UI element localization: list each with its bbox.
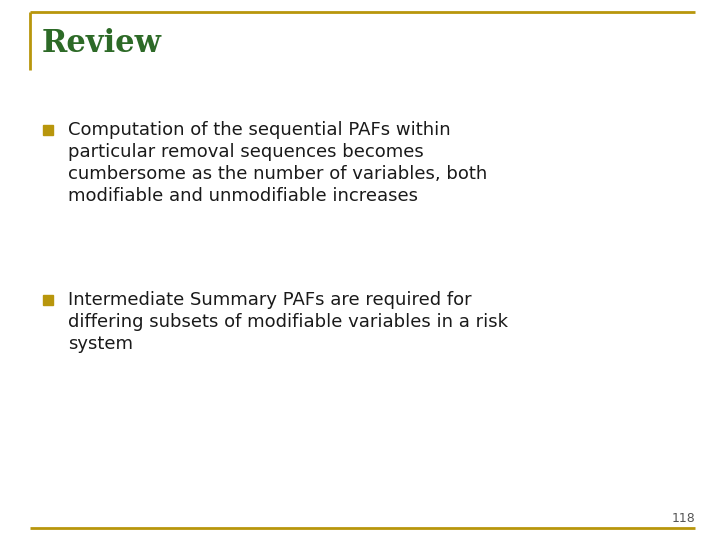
- Bar: [43, 125, 53, 135]
- Text: cumbersome as the number of variables, both: cumbersome as the number of variables, b…: [68, 165, 487, 183]
- Text: Intermediate Summary PAFs are required for: Intermediate Summary PAFs are required f…: [68, 291, 472, 309]
- Text: particular removal sequences becomes: particular removal sequences becomes: [68, 143, 424, 161]
- Text: 118: 118: [671, 511, 695, 524]
- Text: modifiable and unmodifiable increases: modifiable and unmodifiable increases: [68, 187, 418, 205]
- Bar: [43, 295, 53, 305]
- Text: Computation of the sequential PAFs within: Computation of the sequential PAFs withi…: [68, 121, 451, 139]
- Text: system: system: [68, 335, 133, 353]
- Text: Review: Review: [42, 28, 162, 58]
- Text: differing subsets of modifiable variables in a risk: differing subsets of modifiable variable…: [68, 313, 508, 331]
